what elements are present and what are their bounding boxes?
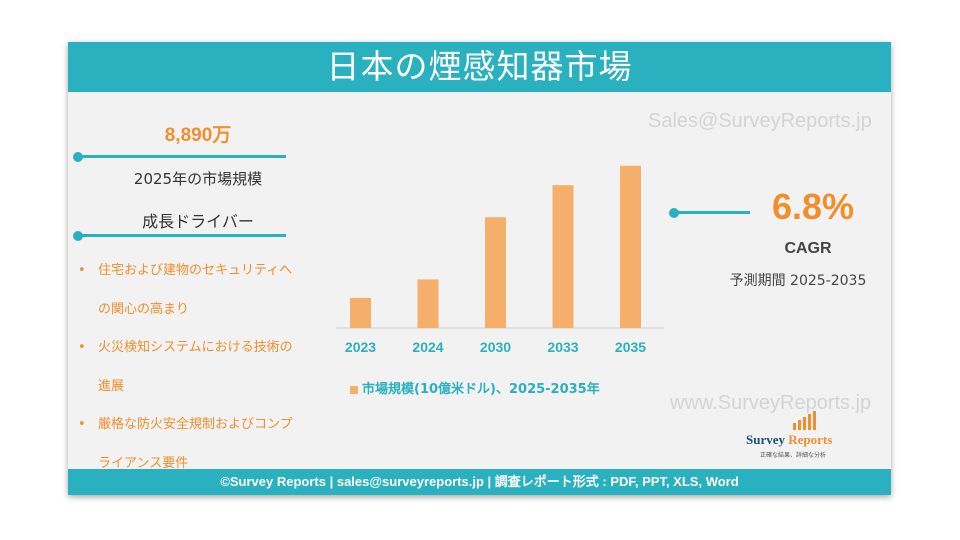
driver-line: • 住宅および建物のセキュリティへ bbox=[76, 252, 346, 291]
cagr-label: CAGR bbox=[784, 240, 832, 257]
bar-2024 bbox=[417, 279, 439, 328]
forecast-period: 予測期間 2025-2035 bbox=[729, 273, 867, 289]
survey-reports-logo: Survey Reports 正確な結果、詳細な分析 bbox=[746, 410, 866, 460]
bullet: • bbox=[78, 340, 86, 355]
driver-line: • 厳格な防火安全規制およびコンプ bbox=[76, 406, 346, 445]
bullet: • bbox=[78, 417, 86, 432]
bar-2033 bbox=[552, 185, 574, 328]
connector-line bbox=[674, 211, 750, 214]
driver-line: ライアンス要件 bbox=[98, 455, 189, 471]
tick-label-2024: 2024 bbox=[412, 339, 443, 355]
watermark-email: Sales@SurveyReports.jp bbox=[648, 110, 872, 132]
logo-bars-icon bbox=[793, 411, 816, 430]
watermark-url: www.SurveyReports.jp bbox=[670, 392, 872, 414]
page-title: 日本の煙感知器市場 bbox=[68, 42, 891, 92]
drivers-list: • 住宅および建物のセキュリティへ の関心の高まり • 火災検知システムにおける技術… bbox=[76, 252, 346, 483]
logo-tagline: 正確な結果、詳細な分析 bbox=[760, 452, 827, 459]
bullet: • bbox=[78, 263, 86, 278]
bar-2023 bbox=[350, 297, 371, 328]
driver-line: 進展 bbox=[98, 378, 125, 394]
tick-label-2030: 2030 bbox=[480, 339, 511, 355]
bar-2030 bbox=[485, 217, 506, 328]
connector-line bbox=[78, 155, 286, 158]
bar-chart: 2023 2024 2030 2033 2035 bbox=[336, 165, 664, 355]
bar-2035 bbox=[620, 165, 641, 328]
drivers-heading: 成長ドライバー bbox=[142, 212, 254, 231]
chart-legend: 市場規模(10億米ドル)、2025-2035年 bbox=[350, 378, 600, 397]
market-size-label: 2025年の市場規模 bbox=[133, 170, 263, 188]
logo-name: Survey Reports bbox=[746, 432, 833, 447]
tick-label-2023: 2023 bbox=[345, 339, 376, 355]
connector-line bbox=[78, 234, 286, 237]
cagr-value: 6.8% bbox=[771, 186, 855, 227]
market-size-value: 8,890万 bbox=[164, 125, 232, 146]
driver-line: の関心の高まり bbox=[98, 301, 190, 317]
driver-line: • 火災検知システムにおける技術の bbox=[76, 329, 346, 368]
infographic-card: 日本の煙感知器市場 Sales@SurveyReports.jp www.Sur… bbox=[68, 42, 891, 495]
legend-swatch bbox=[350, 385, 358, 394]
legend-label: 市場規模(10億米ドル)、2025-2035年 bbox=[362, 382, 600, 397]
tick-label-2035: 2035 bbox=[615, 339, 646, 355]
footer-bar: ©Survey Reports | sales@surveyreports.jp… bbox=[68, 469, 891, 495]
tick-label-2033: 2033 bbox=[547, 339, 578, 355]
